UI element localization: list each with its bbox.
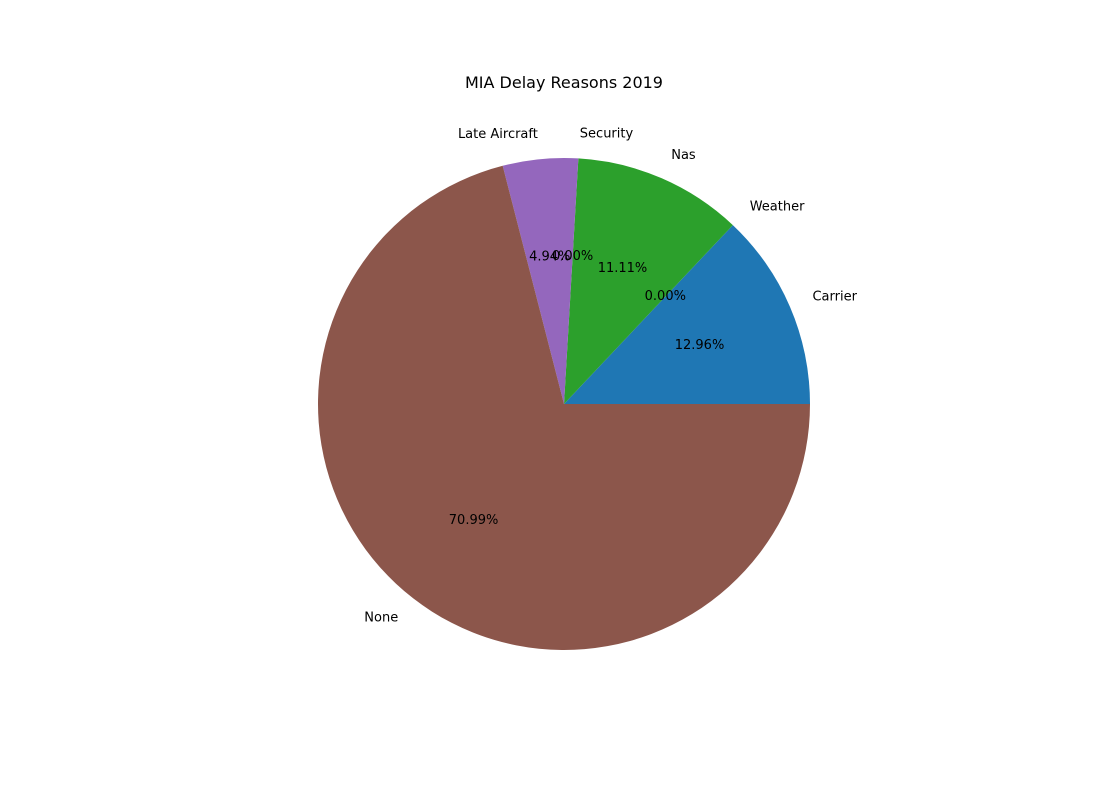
pie-slice-none [318,165,810,650]
pie-slice-late-aircraft [502,157,579,404]
slice-label-none: None [364,610,398,625]
slice-label-carrier: Carrier [812,289,857,304]
pie-slice-nas [564,158,733,404]
slice-pct-none: 70.99% [449,513,499,528]
slice-pct-nas: 11.11% [598,261,648,276]
slice-pct-security: 0.00% [552,249,593,264]
chart-title: MIA Delay Reasons 2019 [465,73,663,92]
slice-label-security: Security [580,126,634,141]
slice-label-nas: Nas [671,148,696,163]
slice-pct-carrier: 12.96% [675,338,725,353]
pie-slice-carrier [564,225,810,404]
slice-label-weather: Weather [750,200,805,215]
slice-pct-weather: 0.00% [645,289,686,304]
slice-pct-late-aircraft: 4.94% [529,250,570,265]
slice-label-late-aircraft: Late Aircraft [458,127,538,142]
pie-labels: Carrier 12.96% Weather 0.00% Nas 11.11% Securi… [364,126,857,625]
pie-slices [318,157,810,650]
